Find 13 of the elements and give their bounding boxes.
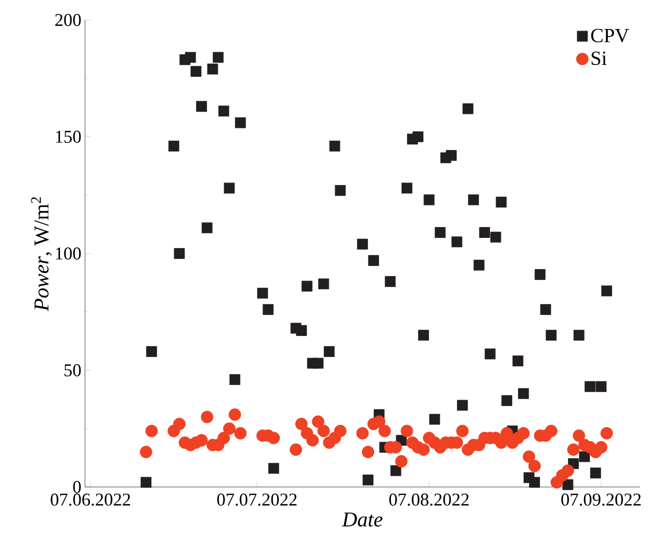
y-tick-label: 100 <box>56 247 81 260</box>
y-tick-label: 50 <box>64 364 81 376</box>
legend-label: Si <box>592 52 607 66</box>
y-tick-label: 200 <box>55 14 81 26</box>
y-tick-label: 150 <box>56 130 81 143</box>
x-tick-label: 07.06.2022 <box>50 494 130 506</box>
x-tick-label: 07.07.2022 <box>217 494 297 506</box>
x-tick-label: 07.08.2022 <box>389 494 469 506</box>
legend-label: CPV <box>591 28 630 42</box>
x-axis-title: Date <box>342 512 382 527</box>
y-axis-title: Power, W/m$^{2}$ <box>31 197 52 312</box>
y-tick-label: 0 <box>73 480 81 494</box>
x-tick-label: 07.09.2022 <box>561 494 641 506</box>
